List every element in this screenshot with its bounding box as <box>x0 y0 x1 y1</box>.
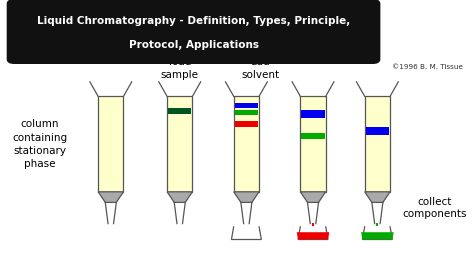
Bar <box>365 96 390 192</box>
Text: Protocol, Applications: Protocol, Applications <box>128 40 258 50</box>
Polygon shape <box>365 192 390 202</box>
Bar <box>235 121 258 127</box>
Bar <box>301 96 326 192</box>
Polygon shape <box>98 192 123 202</box>
Polygon shape <box>297 232 329 239</box>
Polygon shape <box>234 192 259 202</box>
Bar <box>235 103 258 108</box>
Bar <box>167 96 192 192</box>
Polygon shape <box>361 232 394 239</box>
Text: column
containing
stationary
phase: column containing stationary phase <box>12 119 67 169</box>
Text: add
solvent: add solvent <box>241 57 279 80</box>
Text: ©1996 B. M. Tissue: ©1996 B. M. Tissue <box>392 64 464 70</box>
Bar <box>235 110 258 115</box>
Bar <box>301 110 325 118</box>
FancyBboxPatch shape <box>8 0 380 63</box>
Text: Liquid Chromatography - Definition, Types, Principle,: Liquid Chromatography - Definition, Type… <box>37 16 350 26</box>
Polygon shape <box>167 192 192 202</box>
Polygon shape <box>301 192 326 202</box>
Bar <box>234 96 259 192</box>
Text: collect
components: collect components <box>402 197 467 219</box>
Text: load
sample: load sample <box>161 57 199 80</box>
Bar <box>365 127 389 135</box>
Bar <box>301 133 325 139</box>
Bar <box>168 108 191 114</box>
Bar <box>98 96 123 192</box>
